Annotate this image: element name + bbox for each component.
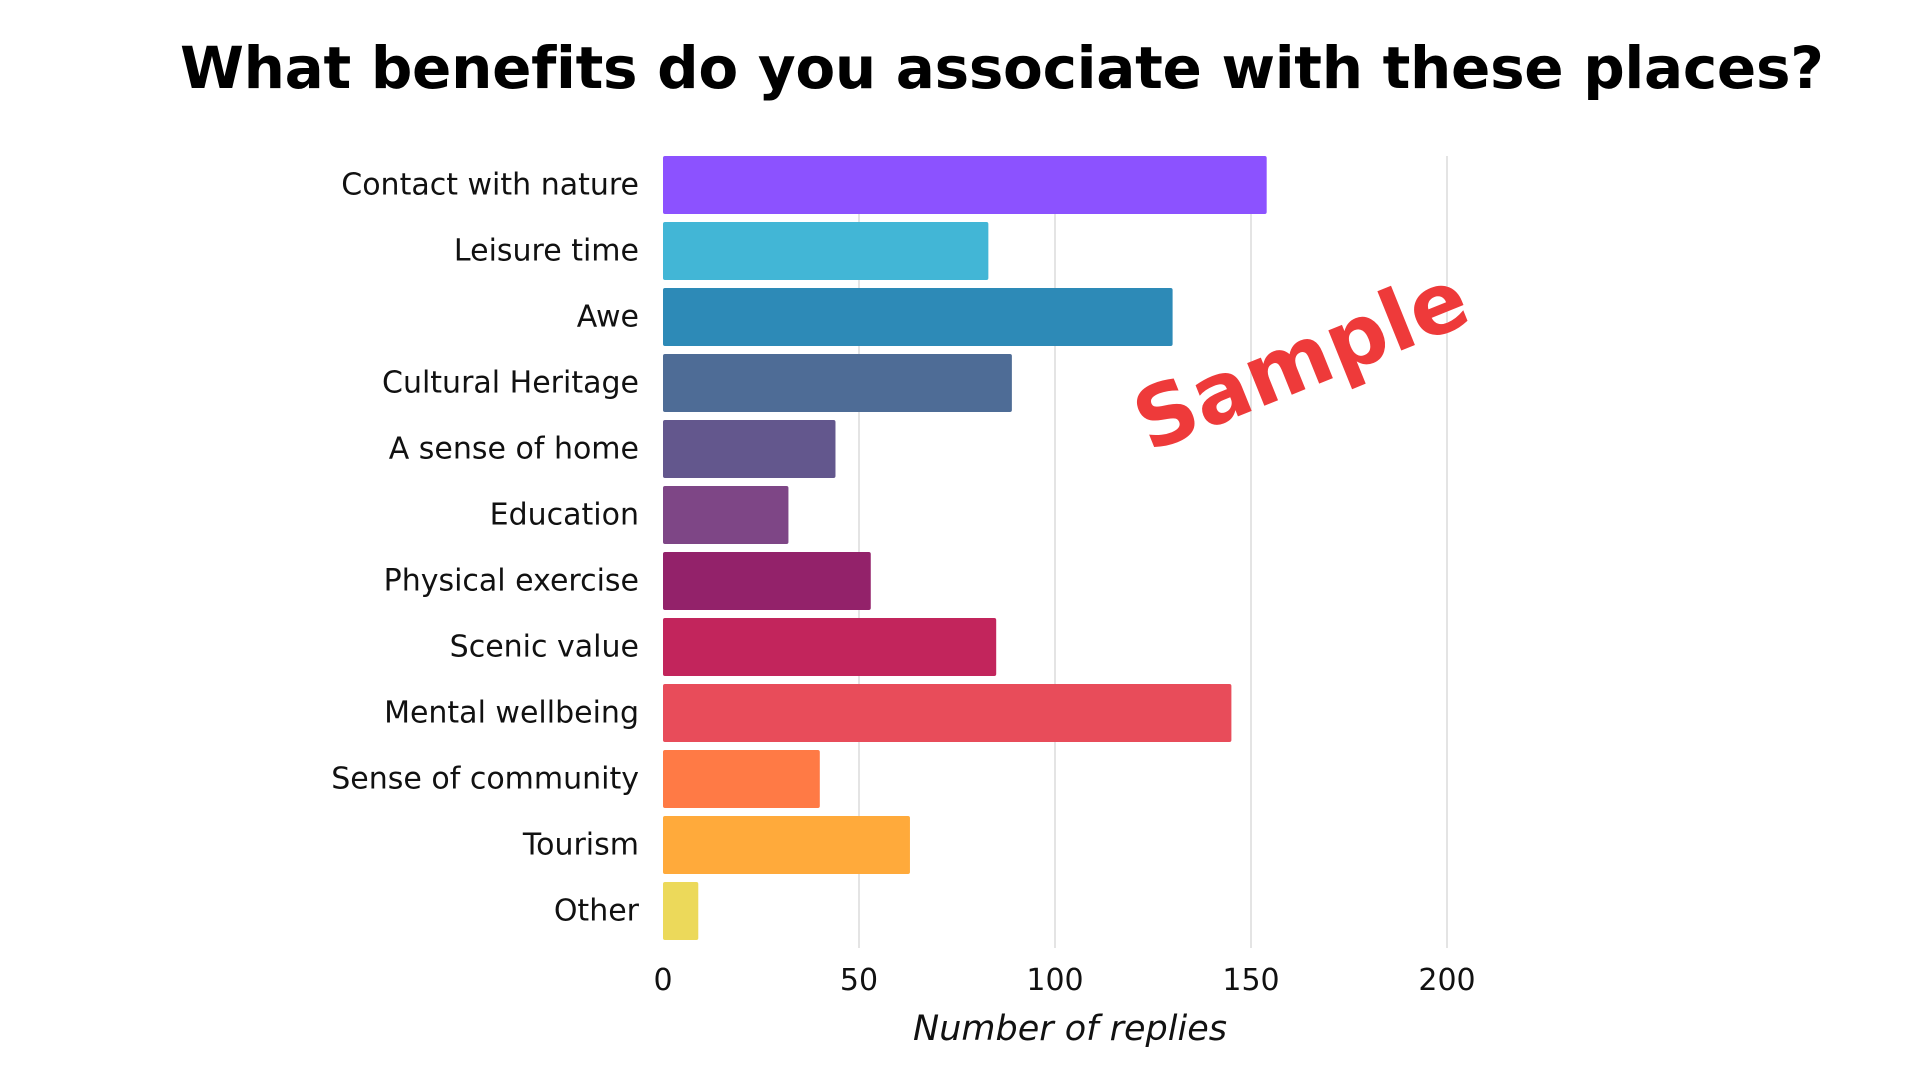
category-label: Tourism <box>522 828 639 863</box>
x-tick-label: 0 <box>653 963 672 998</box>
category-label: Awe <box>577 300 639 335</box>
bar <box>663 750 820 808</box>
category-label: Cultural Heritage <box>382 366 639 401</box>
x-tick-labels: 0 50 100 150 200 <box>653 963 1475 998</box>
x-tick-label: 50 <box>840 963 878 998</box>
category-label: Other <box>554 894 640 929</box>
category-label: Contact with nature <box>341 168 639 203</box>
x-tick-label: 100 <box>1026 963 1083 998</box>
category-label: Education <box>490 498 639 533</box>
category-label: Mental wellbeing <box>384 696 639 731</box>
x-axis-title: Number of replies <box>913 1009 1227 1049</box>
bar <box>663 684 1232 742</box>
bar <box>663 354 1012 412</box>
category-label: Leisure time <box>454 234 639 269</box>
bar <box>663 618 997 676</box>
bar <box>663 552 871 610</box>
bars <box>663 156 1267 940</box>
bar <box>663 486 789 544</box>
x-tick-label: 200 <box>1418 963 1475 998</box>
category-label: A sense of home <box>389 432 639 467</box>
bar <box>663 882 699 940</box>
bar <box>663 420 836 478</box>
bar <box>663 156 1267 214</box>
bar <box>663 288 1173 346</box>
category-labels: Contact with nature Leisure time Awe Cultur… <box>331 168 639 929</box>
category-label: Physical exercise <box>384 564 639 599</box>
category-label: Scenic value <box>450 630 639 665</box>
chart-title: What benefits do you associate with thes… <box>180 34 1824 102</box>
bar <box>663 816 910 874</box>
x-tick-label: 150 <box>1222 963 1279 998</box>
bar <box>663 222 989 280</box>
category-label: Sense of community <box>331 762 639 797</box>
